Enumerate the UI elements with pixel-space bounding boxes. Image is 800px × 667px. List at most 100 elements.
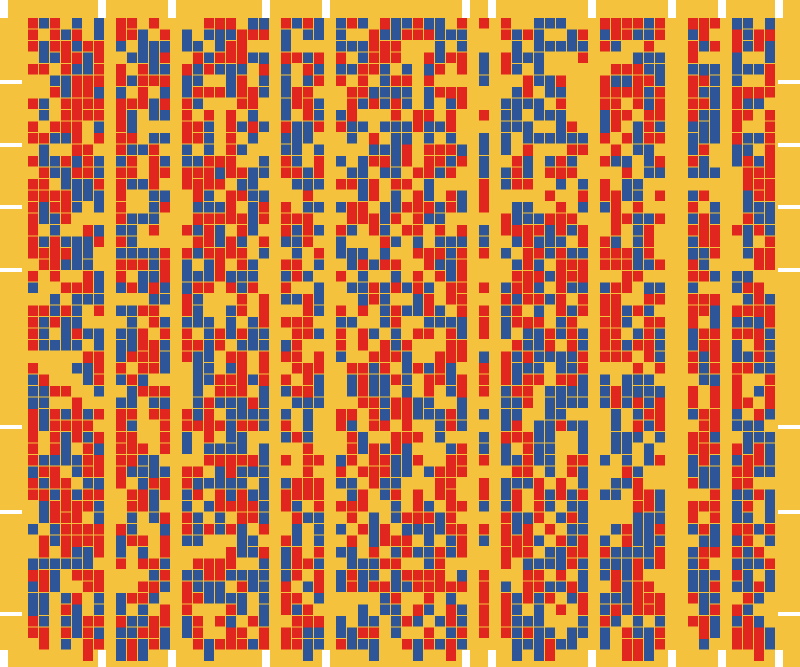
cell: [534, 512, 544, 523]
cell: [160, 248, 170, 259]
cell: [754, 443, 764, 466]
cell: [688, 29, 698, 40]
cell: [226, 524, 236, 535]
cell: [391, 144, 401, 167]
cell: [160, 489, 170, 500]
cell: [633, 512, 643, 535]
cell: [215, 420, 225, 431]
margin-gap: [168, 650, 176, 667]
cell: [127, 616, 137, 627]
cell: [534, 317, 544, 328]
cell: [688, 501, 698, 523]
cell: [655, 64, 665, 86]
cell: [391, 305, 401, 316]
cell: [611, 236, 621, 259]
cell: [512, 121, 522, 132]
cell: [556, 639, 566, 650]
cell: [633, 501, 643, 523]
cell: [556, 581, 566, 592]
cell: [204, 202, 214, 213]
cell: [754, 524, 764, 535]
cell: [479, 282, 489, 293]
cell: [556, 478, 566, 500]
cell: [292, 236, 302, 247]
cell: [633, 386, 643, 408]
cell: [732, 133, 742, 155]
cell: [358, 639, 368, 650]
cell: [358, 466, 368, 477]
cell: [732, 18, 742, 40]
cell: [655, 340, 665, 351]
cell: [193, 420, 203, 431]
cell: [237, 581, 247, 592]
cell: [644, 75, 654, 86]
cell: [94, 328, 104, 351]
cell: [61, 455, 71, 466]
cell: [39, 489, 49, 512]
cell: [567, 558, 577, 569]
cell: [204, 282, 214, 293]
cell: [237, 524, 247, 546]
cell: [182, 248, 192, 259]
cell: [193, 41, 203, 52]
cell: [204, 558, 214, 581]
cell: [743, 317, 753, 328]
cell: [303, 64, 313, 86]
cell: [61, 305, 71, 316]
cell: [347, 512, 357, 523]
cell: [699, 478, 709, 489]
cell: [369, 535, 379, 558]
cell: [391, 501, 401, 512]
cell: [699, 190, 709, 201]
cell: [281, 604, 291, 615]
cell: [281, 627, 291, 650]
cell: [688, 236, 698, 247]
cell: [732, 52, 742, 75]
cell: [457, 317, 467, 339]
cell: [358, 271, 368, 282]
cell: [424, 110, 434, 132]
cell: [479, 52, 489, 75]
cell: [699, 29, 709, 52]
cell: [600, 156, 610, 167]
cell: [567, 627, 577, 650]
cell: [578, 501, 588, 523]
cell: [303, 236, 313, 247]
cell: [446, 133, 456, 144]
cell: [50, 52, 60, 63]
cell: [479, 236, 489, 247]
cell: [138, 455, 148, 466]
cell: [50, 236, 60, 259]
cell: [83, 547, 93, 569]
cell: [512, 363, 522, 385]
cell: [435, 236, 445, 247]
cell: [578, 190, 588, 213]
cell: [545, 167, 555, 178]
cell: [402, 351, 412, 374]
cell: [710, 75, 720, 86]
cell: [424, 512, 434, 523]
cell: [347, 374, 357, 397]
cell: [655, 29, 665, 40]
cell: [424, 202, 434, 224]
cell: [83, 52, 93, 75]
cell: [633, 328, 643, 339]
cell: [215, 259, 225, 282]
cell: [534, 558, 544, 569]
cell: [314, 75, 324, 86]
cell: [50, 466, 60, 489]
cell: [743, 98, 753, 109]
cell: [28, 64, 38, 75]
cell: [743, 501, 753, 512]
cell: [138, 478, 148, 500]
cell: [732, 374, 742, 397]
cell: [446, 627, 456, 638]
cell: [699, 236, 709, 247]
cell: [303, 75, 313, 86]
cell: [699, 593, 709, 615]
cell: [215, 443, 225, 454]
cell: [358, 213, 368, 224]
cell: [160, 581, 170, 592]
cell: [39, 478, 49, 489]
cell: [61, 248, 71, 270]
